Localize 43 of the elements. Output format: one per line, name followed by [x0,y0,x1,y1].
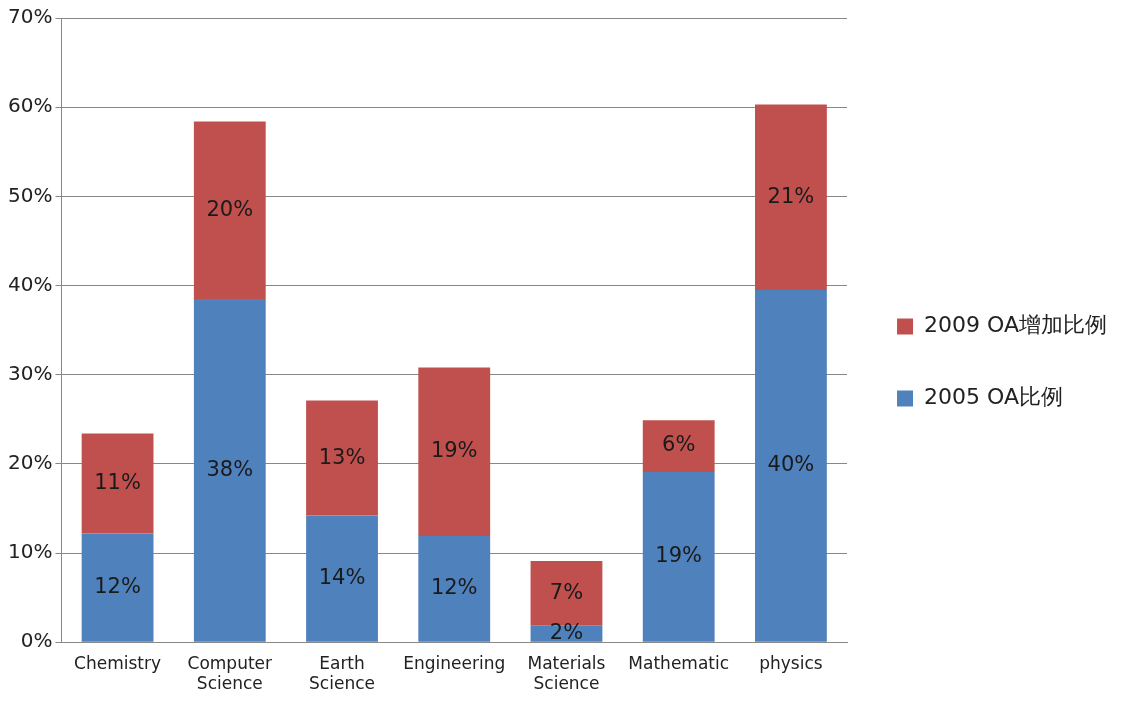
data-label: 7% [549,579,584,604]
y-tick-label: 70% [8,4,53,29]
y-tick-label: 20% [8,450,53,475]
bar [81,533,154,642]
legend-label: 2009 OA增加比例 [924,312,1108,338]
data-label: 12% [94,574,141,599]
data-label: 40% [767,452,815,477]
y-tick-label: 60% [8,93,53,118]
y-tick-label: 30% [8,360,53,385]
y-tick-label: 0% [20,628,53,653]
y-tick-label: 50% [8,182,53,207]
bar [418,367,491,537]
bar [642,420,715,472]
x-tick-label: Computer Science [187,652,273,694]
x-tick-label: physics [759,652,823,673]
data-label: 14% [318,565,366,590]
bar [418,536,491,642]
bar [193,121,266,299]
data-label: 19% [655,543,703,568]
x-tick-label: Engineering [403,652,506,673]
legend-label: 2005 OA比例 [924,384,1064,410]
bar [642,471,715,642]
y-tick-label: 10% [8,539,53,564]
data-label: 6% [662,432,696,457]
bar [81,433,154,534]
data-label: 20% [206,196,254,221]
bar [306,515,378,642]
data-label: 13% [318,444,366,469]
x-tick-label: Earth Science [309,652,375,694]
y-tick-label: 40% [8,271,53,296]
bar [755,289,827,642]
bar [755,104,827,290]
bar [306,400,378,516]
bar [193,298,266,642]
data-label: 19% [430,438,478,463]
x-tick-label: Chemistry [74,652,162,673]
x-tick-label: Materials Science [527,652,606,694]
data-label: 2% [549,619,584,644]
data-label: 21% [767,183,815,208]
x-tick-label: Mathematic [628,652,730,673]
data-label: 11% [94,469,141,494]
data-label: 12% [430,575,478,600]
data-label: 38% [206,456,254,481]
